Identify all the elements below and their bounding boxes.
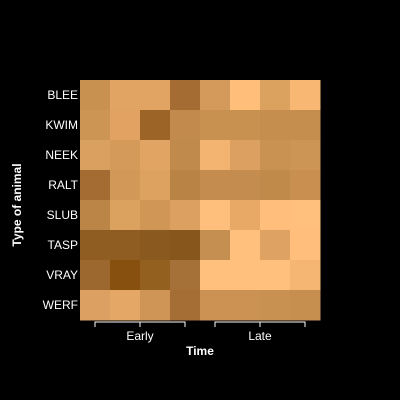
- column-groups: Early Late: [94, 321, 306, 343]
- heatmap-cell-tasp-8: [290, 230, 321, 261]
- heatmap-cell-blee-3: [140, 80, 171, 111]
- heatmap-cell-ralt-5: [200, 170, 231, 201]
- heatmap-cell-werf-7: [260, 290, 291, 321]
- heatmap-cell-tasp-6: [230, 230, 261, 261]
- x-axis-title: Time: [186, 344, 214, 358]
- heatmap-cell-vray-5: [200, 260, 231, 291]
- row-label-blee: BLEE: [47, 88, 78, 102]
- heatmap-cell-kwim-2: [110, 110, 141, 141]
- heatmap-cell-tasp-7: [260, 230, 291, 261]
- heatmap-cell-werf-8: [290, 290, 321, 321]
- heatmap-cell-vray-8: [290, 260, 321, 291]
- heatmap-cell-vray-1: [80, 260, 111, 291]
- heatmap-cell-tasp-1: [80, 230, 111, 261]
- heatmap-cell-werf-2: [110, 290, 141, 321]
- row-labels: BLEE KWIM NEEK RALT SLUB TASP VRAY WERF: [43, 88, 79, 312]
- heatmap-cell-ralt-1: [80, 170, 111, 201]
- heatmap-cell-kwim-4: [170, 110, 201, 141]
- row-label-werf: WERF: [43, 298, 78, 312]
- heatmap-cell-tasp-5: [200, 230, 231, 261]
- heatmap-cell-slub-5: [200, 200, 231, 231]
- row-label-ralt: RALT: [48, 178, 78, 192]
- heatmap-cell-tasp-2: [110, 230, 141, 261]
- group-label-late: Late: [248, 329, 272, 343]
- heatmap-cell-werf-3: [140, 290, 171, 321]
- heatmap-cell-werf-1: [80, 290, 111, 321]
- row-label-slub: SLUB: [47, 208, 78, 222]
- y-axis-title: Type of animal: [10, 163, 24, 246]
- heatmap-cell-neek-6: [230, 140, 261, 171]
- heatmap-cell-blee-5: [200, 80, 231, 111]
- heatmap-cell-blee-2: [110, 80, 141, 111]
- heatmap-cell-kwim-8: [290, 110, 321, 141]
- heatmap-cell-slub-7: [260, 200, 291, 231]
- heatmap-cell-neek-8: [290, 140, 321, 171]
- heatmap-cell-kwim-5: [200, 110, 231, 141]
- heatmap-cell-kwim-3: [140, 110, 171, 141]
- heatmap-cell-blee-1: [80, 80, 111, 111]
- heatmap-cell-slub-1: [80, 200, 111, 231]
- heatmap-cell-slub-4: [170, 200, 201, 231]
- heatmap-cell-vray-4: [170, 260, 201, 291]
- heatmap-cell-blee-6: [230, 80, 261, 111]
- heatmap-cell-blee-8: [290, 80, 321, 111]
- heatmap-cells: [80, 80, 321, 321]
- heatmap-cell-slub-8: [290, 200, 321, 231]
- heatmap-cell-slub-3: [140, 200, 171, 231]
- heatmap-cell-vray-7: [260, 260, 291, 291]
- heatmap-cell-werf-5: [200, 290, 231, 321]
- heatmap-cell-vray-6: [230, 260, 261, 291]
- heatmap-cell-neek-7: [260, 140, 291, 171]
- group-bracket-late: [214, 321, 306, 327]
- row-label-tasp: TASP: [48, 238, 78, 252]
- row-label-vray: VRAY: [46, 268, 78, 282]
- heatmap-cell-blee-7: [260, 80, 291, 111]
- heatmap-cell-neek-3: [140, 140, 171, 171]
- heatmap-cell-neek-4: [170, 140, 201, 171]
- row-label-kwim: KWIM: [45, 118, 78, 132]
- heatmap-cell-ralt-2: [110, 170, 141, 201]
- heatmap-cell-ralt-3: [140, 170, 171, 201]
- heatmap-cell-slub-6: [230, 200, 261, 231]
- heatmap-cell-neek-2: [110, 140, 141, 171]
- heatmap-cell-tasp-3: [140, 230, 171, 261]
- heatmap-cell-ralt-8: [290, 170, 321, 201]
- heatmap-cell-ralt-6: [230, 170, 261, 201]
- heatmap-cell-vray-2: [110, 260, 141, 291]
- heatmap-cell-werf-4: [170, 290, 201, 321]
- heatmap-cell-vray-3: [140, 260, 171, 291]
- heatmap-cell-kwim-1: [80, 110, 111, 141]
- heatmap-cell-ralt-4: [170, 170, 201, 201]
- heatmap-cell-kwim-7: [260, 110, 291, 141]
- heatmap-cell-neek-1: [80, 140, 111, 171]
- heatmap-cell-ralt-7: [260, 170, 291, 201]
- heatmap-cell-tasp-4: [170, 230, 201, 261]
- row-label-neek: NEEK: [45, 148, 78, 162]
- group-label-early: Early: [126, 329, 153, 343]
- group-bracket-early: [94, 321, 186, 327]
- heatmap-cell-werf-6: [230, 290, 261, 321]
- heatmap-cell-blee-4: [170, 80, 201, 111]
- heatmap-cell-neek-5: [200, 140, 231, 171]
- heatmap-cell-slub-2: [110, 200, 141, 231]
- heatmap-cell-kwim-6: [230, 110, 261, 141]
